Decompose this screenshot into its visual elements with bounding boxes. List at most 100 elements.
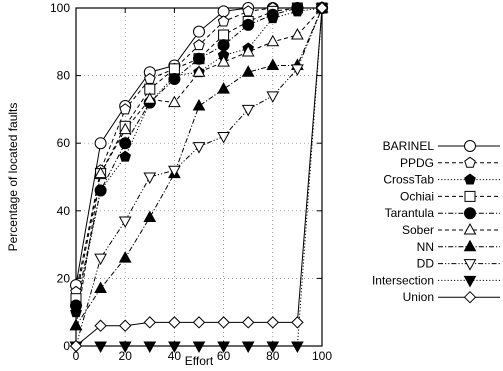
data-point-dd [192, 142, 206, 154]
data-point-union [168, 316, 181, 329]
data-point-tarantula [266, 8, 279, 21]
data-point-ppdg [143, 72, 156, 84]
data-point-sober [217, 55, 230, 67]
data-point-nn [192, 98, 206, 111]
data-point-dd [168, 165, 181, 178]
series-markers [69, 0, 329, 354]
x-tick-label: 40 [168, 349, 182, 363]
data-point-nn [217, 82, 230, 94]
data-point-intersection [118, 341, 132, 354]
data-point-tarantula [119, 137, 132, 150]
data-point-dd [94, 253, 107, 266]
y-axis-label: Percentage of located faults [6, 103, 20, 252]
data-point-ppdg [217, 15, 230, 27]
data-point-tarantula [94, 184, 107, 197]
legend-label-barinel: BARINEL [383, 139, 435, 153]
data-point-dd [241, 104, 255, 117]
axis-ticks: 0 20 40 60 80 100 0 20 40 60 80 100 [50, 1, 332, 363]
series-line-sober [75, 7, 323, 326]
data-point-nn [118, 251, 132, 263]
data-point-intersection [291, 341, 304, 354]
data-point-intersection [266, 341, 280, 354]
legend-marker-crosstab [464, 173, 476, 185]
data-point-intersection [241, 341, 255, 354]
data-point-nn [241, 65, 255, 77]
data-point-tarantula [291, 2, 304, 14]
legend-marker-ppdg [464, 156, 476, 168]
data-point-crosstab [119, 150, 132, 162]
data-point-barinel [217, 5, 230, 18]
legend-label-crosstab: CrossTab [383, 173, 434, 187]
legend-label-sober: Sober [402, 223, 434, 237]
data-point-barinel [193, 25, 205, 38]
data-point-intersection [217, 341, 230, 354]
data-point-nn [94, 281, 107, 294]
data-point-union [217, 316, 230, 329]
series-line-tarantula [75, 7, 322, 306]
data-point-sober [143, 92, 157, 104]
data-point-union [266, 316, 280, 329]
data-point-tarantula [242, 18, 255, 31]
y-tick-label: 20 [57, 271, 71, 285]
y-tick-label: 100 [50, 1, 70, 15]
legend-label-dd: DD [417, 257, 435, 271]
data-point-tarantula [193, 52, 205, 65]
data-point-intersection [168, 341, 181, 354]
data-point-dd [118, 216, 132, 228]
legend-marker-sober [463, 222, 477, 235]
data-point-intersection [94, 341, 107, 354]
legend-label-ppdg: PPDG [400, 156, 434, 170]
data-point-dd [291, 64, 304, 76]
y-tick-label: 80 [57, 69, 71, 83]
data-point-union [192, 316, 206, 329]
data-point-barinel [94, 137, 107, 150]
legend-label-ochiai: Ochiai [400, 189, 434, 203]
legend-marker-barinel [464, 140, 476, 152]
data-point-sober [94, 166, 107, 179]
data-point-nn [143, 210, 157, 223]
legend: BARINEL PPDG CrossTab Ochiai Tarantula Sober N… [372, 139, 500, 304]
data-point-sober [118, 122, 132, 135]
data-point-ppdg [242, 5, 255, 17]
data-point-dd [217, 131, 230, 144]
data-point-sober [192, 65, 206, 77]
data-point-union [118, 319, 132, 332]
series-line-intersection [76, 7, 323, 347]
legend-marker-nn [463, 239, 477, 252]
legend-label-tarantula: Tarantula [385, 206, 435, 220]
data-point-dd [143, 172, 157, 185]
data-point-ochiai [168, 63, 180, 75]
y-tick-label: 60 [57, 136, 71, 150]
data-point-union [94, 319, 107, 332]
data-point-nn [266, 58, 280, 70]
legend-marker-dd [463, 259, 477, 271]
data-point-intersection [192, 341, 206, 354]
legend-marker-intersection [463, 275, 477, 288]
x-tick-label: 0 [73, 349, 80, 363]
data-point-nn [69, 318, 83, 331]
x-axis-label: Effort [185, 354, 214, 368]
data-point-ppdg [193, 39, 205, 51]
legend-label-intersection: Intersection [372, 273, 434, 287]
data-point-union [291, 316, 304, 329]
data-point-sober [168, 95, 181, 108]
data-point-sober [291, 28, 304, 40]
x-tick-label: 60 [217, 349, 231, 363]
data-point-tarantula [168, 72, 181, 85]
y-tick-label: 40 [57, 204, 71, 218]
x-tick-label: 100 [312, 349, 332, 363]
data-point-union [69, 339, 83, 353]
series-line-nn [75, 7, 323, 326]
data-point-intersection [143, 341, 157, 354]
data-point-union [315, 1, 329, 15]
data-point-union [241, 316, 255, 329]
data-point-ppdg [119, 103, 132, 115]
x-tick-label: 20 [119, 349, 133, 363]
data-point-sober [241, 44, 255, 57]
legend-label-nn: NN [417, 240, 434, 254]
x-tick-label: 80 [266, 349, 280, 363]
data-point-ochiai [218, 29, 230, 41]
legend-marker-tarantula [464, 207, 476, 220]
legend-label-union: Union [403, 290, 434, 304]
